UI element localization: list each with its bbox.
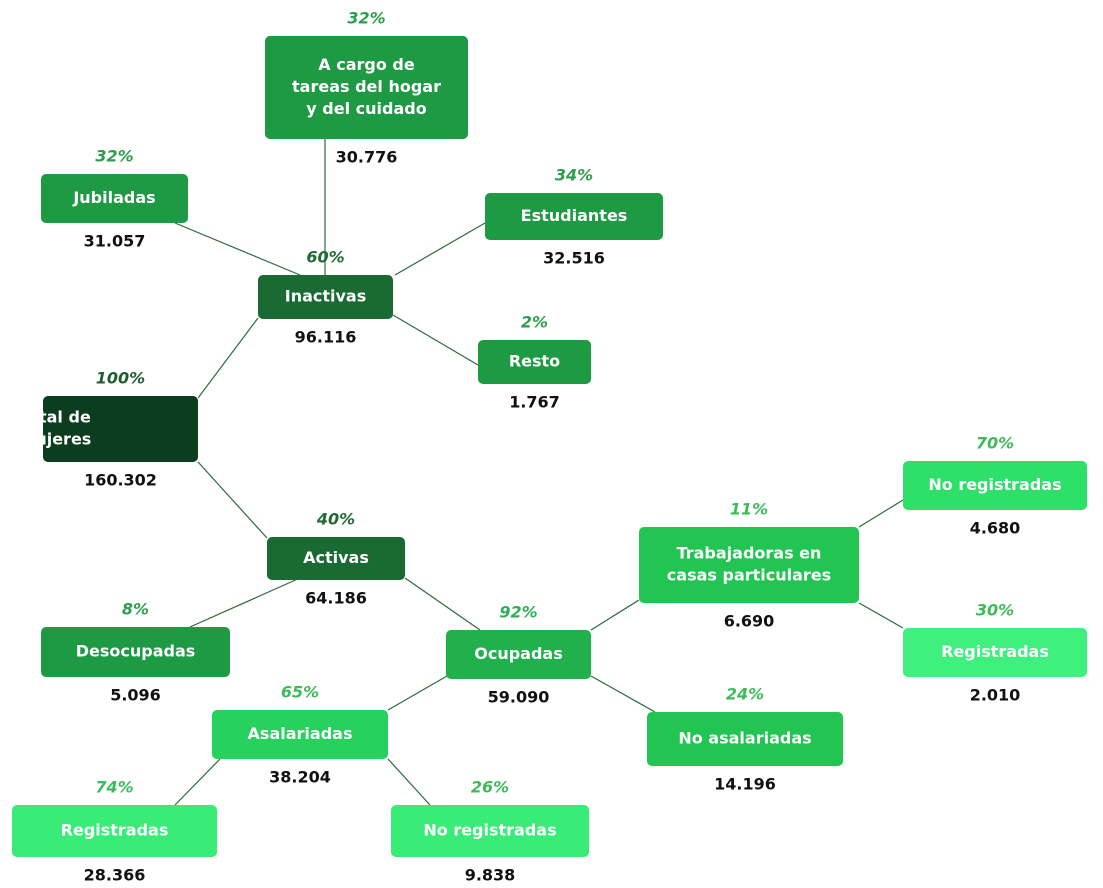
node-label: Total de bbox=[19, 408, 91, 427]
node-box bbox=[12, 805, 217, 857]
node-value: 9.838 bbox=[465, 866, 516, 885]
node-percent: 74% bbox=[95, 778, 133, 797]
connector bbox=[858, 499, 904, 528]
node-value: 6.690 bbox=[724, 612, 775, 631]
node-label: Registradas bbox=[61, 821, 169, 840]
node-value: 64.186 bbox=[305, 589, 367, 608]
node-label: Jubiladas bbox=[72, 188, 155, 207]
node-box bbox=[41, 627, 230, 677]
node-label: Ocupadas bbox=[474, 644, 563, 663]
node-label: y del cuidado bbox=[306, 99, 426, 118]
node-box bbox=[41, 174, 188, 223]
node-box bbox=[903, 628, 1087, 677]
node-label: No registradas bbox=[928, 475, 1061, 494]
node-box bbox=[485, 193, 663, 240]
node-percent: 2% bbox=[521, 313, 548, 332]
node-value: 31.057 bbox=[84, 232, 146, 251]
node-box bbox=[267, 537, 405, 580]
node-percent: 65% bbox=[281, 683, 319, 702]
node-value: 32.516 bbox=[543, 249, 605, 268]
node-percent: 34% bbox=[555, 166, 593, 185]
node-percent: 70% bbox=[976, 434, 1014, 453]
node-label: No asalariadas bbox=[678, 729, 811, 748]
connector bbox=[174, 758, 221, 806]
node-label: Registradas bbox=[941, 642, 1049, 661]
connector bbox=[590, 675, 656, 713]
node-box bbox=[647, 712, 843, 766]
node-percent: 26% bbox=[471, 778, 509, 797]
node-label: A cargo de bbox=[318, 55, 415, 74]
node-box bbox=[212, 710, 388, 759]
connector bbox=[858, 602, 904, 629]
connector bbox=[197, 461, 268, 539]
connector bbox=[197, 317, 259, 399]
node-box bbox=[478, 340, 591, 384]
node-label: Estudiantes bbox=[521, 206, 628, 225]
node-percent: 11% bbox=[730, 500, 768, 519]
node-value: 4.680 bbox=[970, 519, 1021, 538]
node-label: casas particulares bbox=[667, 566, 831, 585]
node-percent: 32% bbox=[347, 9, 385, 28]
node-value: 59.090 bbox=[488, 688, 550, 707]
node-percent: 24% bbox=[726, 685, 764, 704]
connector bbox=[387, 675, 448, 711]
node-box bbox=[639, 527, 859, 603]
node-box bbox=[258, 275, 393, 319]
node-value: 28.366 bbox=[84, 866, 146, 885]
connector bbox=[404, 577, 481, 631]
node-percent: 32% bbox=[95, 147, 133, 166]
connector bbox=[392, 314, 479, 366]
node-value: 14.196 bbox=[714, 775, 776, 794]
node-percent: 8% bbox=[122, 600, 149, 619]
node-label: Desocupadas bbox=[76, 642, 196, 661]
node-label: No registradas bbox=[423, 821, 556, 840]
connector bbox=[590, 599, 640, 631]
node-percent: 100% bbox=[96, 369, 145, 388]
node-label: Inactivas bbox=[285, 287, 367, 306]
node-box bbox=[265, 36, 468, 139]
node-value: 1.767 bbox=[509, 393, 560, 412]
node-label: Trabajadoras en bbox=[677, 544, 822, 563]
node-value: 5.096 bbox=[110, 686, 161, 705]
node-box bbox=[43, 396, 198, 462]
node-value: 2.010 bbox=[970, 686, 1021, 705]
node-label: Activas bbox=[303, 548, 369, 567]
node-label: tareas del hogar bbox=[292, 77, 441, 96]
node-label: mujeres bbox=[19, 430, 92, 449]
node-value: 30.776 bbox=[336, 148, 398, 167]
connector bbox=[174, 222, 301, 276]
node-value: 38.204 bbox=[269, 768, 331, 787]
node-box bbox=[446, 630, 591, 679]
connector bbox=[387, 758, 431, 806]
node-value: 96.116 bbox=[295, 328, 357, 347]
node-percent: 92% bbox=[499, 603, 537, 622]
node-percent: 40% bbox=[316, 510, 355, 529]
node-value: 160.302 bbox=[84, 471, 157, 490]
node-percent: 30% bbox=[976, 601, 1014, 620]
node-box bbox=[903, 461, 1087, 510]
node-percent: 60% bbox=[306, 248, 344, 267]
connector bbox=[394, 222, 486, 276]
node-label: Resto bbox=[509, 352, 560, 371]
connector bbox=[189, 577, 301, 628]
node-box bbox=[391, 805, 589, 857]
node-label: Asalariadas bbox=[248, 724, 353, 743]
